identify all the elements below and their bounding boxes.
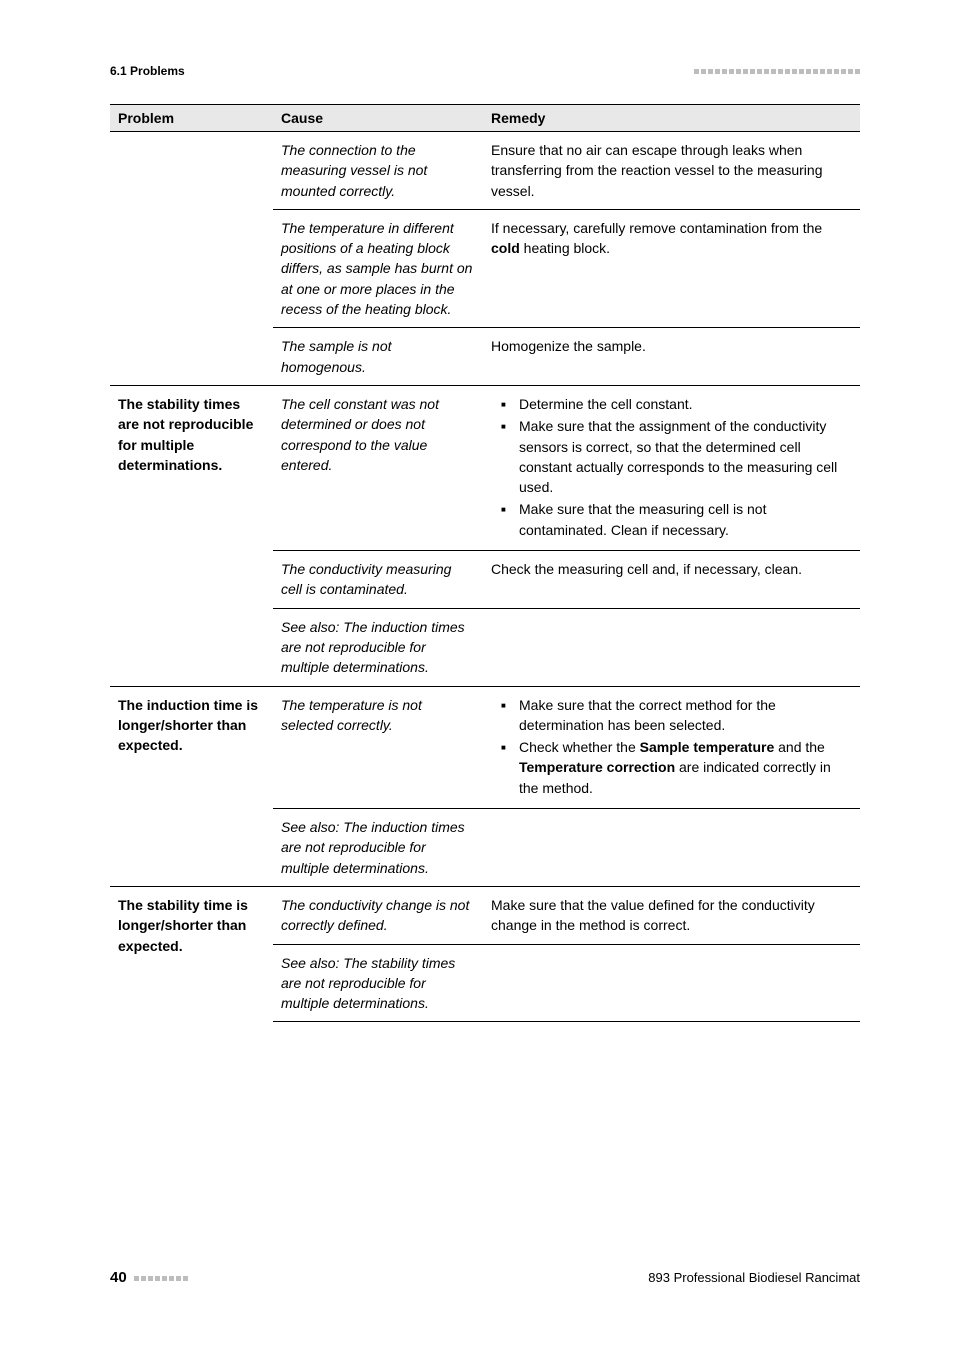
table-row: The connection to the measuring vessel i… — [110, 132, 860, 210]
page-footer: 40 893 Professional Biodiesel Rancimat — [110, 1269, 860, 1286]
table-header-row: Problem Cause Remedy — [110, 105, 860, 132]
col-header-cause: Cause — [273, 105, 483, 132]
remedy-cell — [483, 944, 860, 1022]
remedy-list-item: Check whether the Sample temperature and… — [519, 737, 850, 800]
page-root: 6.1 Problems Problem Cause Remedy The co… — [0, 0, 954, 1350]
col-header-remedy: Remedy — [483, 105, 860, 132]
problem-cell — [110, 132, 273, 386]
remedy-cell: Check the measuring cell and, if necessa… — [483, 551, 860, 609]
cause-cell: The connection to the measuring vessel i… — [273, 132, 483, 210]
remedy-list: Make sure that the correct method for th… — [491, 695, 850, 800]
table-row: The stability time is longer/shorter tha… — [110, 886, 860, 944]
cause-cell: See also: The induction times are not re… — [273, 809, 483, 887]
troubleshooting-table: Problem Cause Remedy The connection to t… — [110, 104, 860, 1022]
page-number: 40 — [110, 1269, 127, 1286]
cause-cell: The conductivity change is not correctly… — [273, 886, 483, 944]
remedy-cell — [483, 809, 860, 887]
remedy-list-item: Make sure that the correct method for th… — [519, 695, 850, 738]
problem-cell: The induction time is longer/shorter tha… — [110, 686, 273, 886]
footer-left: 40 — [110, 1269, 188, 1286]
cause-cell: The sample is not homogenous. — [273, 328, 483, 386]
table-body: The connection to the measuring vessel i… — [110, 132, 860, 1022]
remedy-list-item: Make sure that the measuring cell is not… — [519, 499, 850, 542]
cause-cell: The conductivity measuring cell is conta… — [273, 551, 483, 609]
problem-cell: The stability times are not reproducible… — [110, 385, 273, 686]
remedy-list-item: Make sure that the assignment of the con… — [519, 416, 850, 499]
problem-cell: The stability time is longer/shorter tha… — [110, 886, 273, 1021]
header-decor — [694, 69, 860, 74]
cause-cell: See also: The induction times are not re… — [273, 608, 483, 686]
remedy-cell: Make sure that the correct method for th… — [483, 686, 860, 808]
table-row: The induction time is longer/shorter tha… — [110, 686, 860, 808]
remedy-list-item: Determine the cell constant. — [519, 394, 850, 416]
remedy-cell: Ensure that no air can escape through le… — [483, 132, 860, 210]
cause-cell: See also: The stability times are not re… — [273, 944, 483, 1022]
remedy-list: Determine the cell constant.Make sure th… — [491, 394, 850, 542]
doc-title: 893 Professional Biodiesel Rancimat — [648, 1270, 860, 1285]
remedy-cell: Determine the cell constant.Make sure th… — [483, 385, 860, 550]
col-header-problem: Problem — [110, 105, 273, 132]
cause-cell: The temperature is not selected correctl… — [273, 686, 483, 808]
table-row: The stability times are not reproducible… — [110, 385, 860, 550]
cause-cell: The temperature in different positions o… — [273, 209, 483, 327]
remedy-cell: Homogenize the sample. — [483, 328, 860, 386]
section-label: 6.1 Problems — [110, 64, 185, 78]
remedy-cell: Make sure that the value defined for the… — [483, 886, 860, 944]
remedy-cell: If necessary, carefully remove contamina… — [483, 209, 860, 327]
cause-cell: The cell constant was not determined or … — [273, 385, 483, 550]
remedy-cell — [483, 608, 860, 686]
running-header: 6.1 Problems — [110, 64, 860, 78]
footer-decor — [134, 1276, 188, 1281]
